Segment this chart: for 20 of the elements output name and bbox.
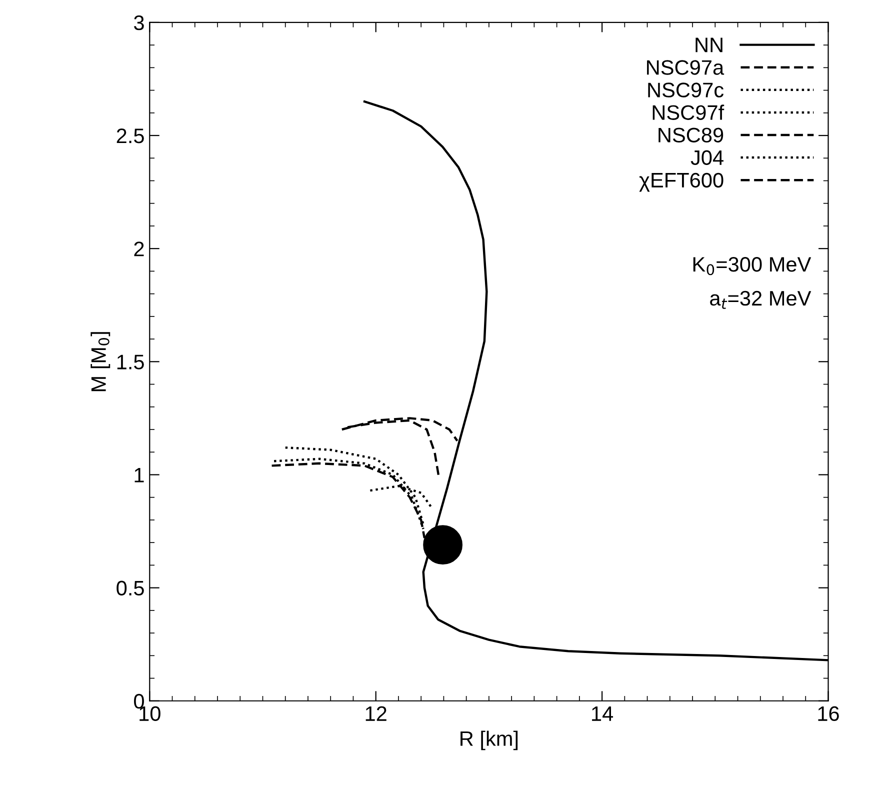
y-tick-label: 2.5 [116, 128, 144, 144]
y-axis-title: M [M$_{0}$] [90, 332, 110, 392]
x-tick-label: 14 [592, 706, 614, 721]
annotation: a$_{t}$=32 MeV [710, 290, 812, 309]
x-axis-title: R [km] [460, 730, 518, 750]
legend-label: NSC97f [652, 104, 724, 120]
y-tick-label: 0.5 [116, 580, 144, 596]
legend-label: NSC97a [647, 60, 724, 75]
legend-label: χEFT600 [639, 172, 724, 192]
annotation: K$_{0}$=300 MeV [693, 257, 812, 276]
y-tick-label: 3 [134, 15, 144, 30]
x-tick-label: 16 [818, 706, 839, 722]
y-tick-label: 1 [134, 468, 144, 482]
y-tick-label: 2 [134, 242, 144, 256]
legend-label: J04 [690, 150, 724, 166]
legend-label: NSC89 [658, 128, 724, 142]
legend-label: NN [696, 38, 722, 52]
legend-label: NSC97c [648, 82, 724, 98]
y-tick-label: 1.5 [117, 354, 144, 370]
x-tick-label: 12 [366, 706, 386, 721]
